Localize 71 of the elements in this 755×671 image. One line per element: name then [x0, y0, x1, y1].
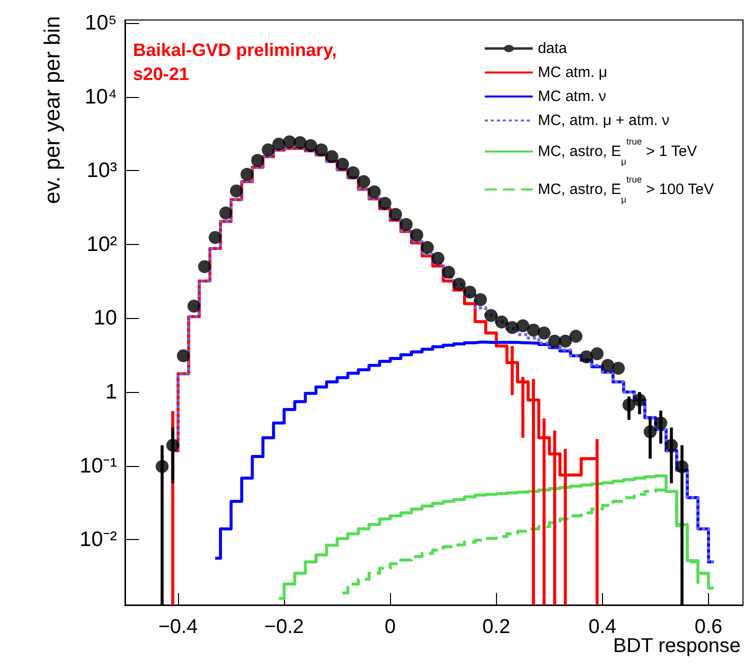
- point: [156, 460, 169, 473]
- point: [442, 266, 456, 279]
- legend-label: MC atm. μ: [538, 64, 608, 81]
- point: [601, 358, 614, 372]
- y-tick-label: 10: [94, 306, 117, 330]
- point: [368, 185, 381, 198]
- point: [378, 196, 392, 210]
- annotation: Baikal-GVD preliminary, s20-21: [133, 40, 342, 84]
- point: [654, 416, 668, 430]
- legend-label: data: [538, 40, 568, 57]
- point: [304, 139, 318, 152]
- y-axis-title: ev. per year per bin: [40, 16, 64, 204]
- point: [474, 293, 487, 306]
- point: [664, 438, 678, 452]
- point: [622, 398, 636, 412]
- y-tick-label: 10⁻¹: [80, 454, 117, 478]
- x-tick-label: −0.2: [264, 616, 304, 638]
- point: [452, 278, 466, 291]
- point: [676, 460, 688, 474]
- point: [538, 326, 551, 340]
- x-tick-label: 0.6: [694, 616, 722, 638]
- point: [282, 135, 296, 148]
- point: [558, 334, 572, 348]
- point: [463, 286, 476, 299]
- x-tick-label: 0.4: [588, 616, 616, 638]
- point: [431, 252, 444, 265]
- point: [176, 349, 190, 362]
- y-tick-label: 10⁴: [84, 85, 117, 108]
- point: [357, 175, 370, 188]
- point: [262, 143, 275, 156]
- point: [208, 231, 222, 244]
- point: [495, 315, 508, 328]
- point: [325, 150, 338, 164]
- point: [612, 362, 625, 375]
- y-tick-label: 10³: [86, 159, 117, 182]
- point: [314, 143, 328, 156]
- point: [251, 154, 264, 167]
- point: [336, 158, 349, 171]
- point: [219, 206, 232, 220]
- y-tick-label: 10²: [86, 232, 117, 256]
- legend-label: MC, atm. μ + atm. ν: [538, 112, 670, 129]
- point: [410, 228, 424, 242]
- point: [198, 260, 212, 274]
- point: [240, 168, 254, 181]
- point: [346, 166, 360, 180]
- legend-label: MC atm. ν: [538, 88, 606, 105]
- point: [644, 425, 657, 438]
- point: [526, 324, 540, 337]
- point: [272, 138, 286, 151]
- x-tick-label: −0.4: [158, 616, 198, 638]
- point: [633, 393, 646, 406]
- point: [569, 330, 582, 343]
- point: [389, 208, 402, 221]
- y-tick-label: 10⁵: [84, 12, 117, 35]
- point: [506, 320, 519, 334]
- point: [187, 300, 200, 313]
- point: [166, 438, 180, 452]
- point: [590, 347, 604, 360]
- y-tick-label: 10⁻²: [80, 528, 117, 552]
- x-tick-label: 0: [384, 616, 396, 638]
- point: [294, 136, 307, 150]
- point: [400, 218, 413, 232]
- point: [580, 350, 594, 364]
- x-tick-label: 0.2: [482, 616, 510, 638]
- point: [548, 334, 562, 348]
- point: [230, 184, 243, 198]
- x-axis-title: BDT response: [613, 635, 741, 657]
- y-tick-label: 1: [105, 380, 117, 404]
- point: [484, 308, 498, 322]
- point: [420, 240, 434, 254]
- point: [516, 319, 530, 332]
